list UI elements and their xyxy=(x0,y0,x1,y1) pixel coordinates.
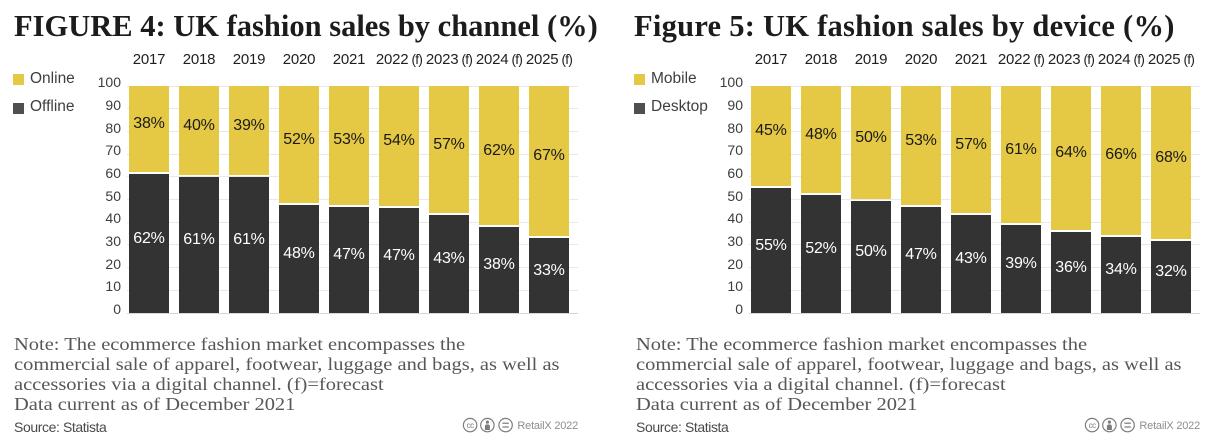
svg-text:cc: cc xyxy=(1089,421,1096,430)
svg-text:cc: cc xyxy=(467,421,474,430)
